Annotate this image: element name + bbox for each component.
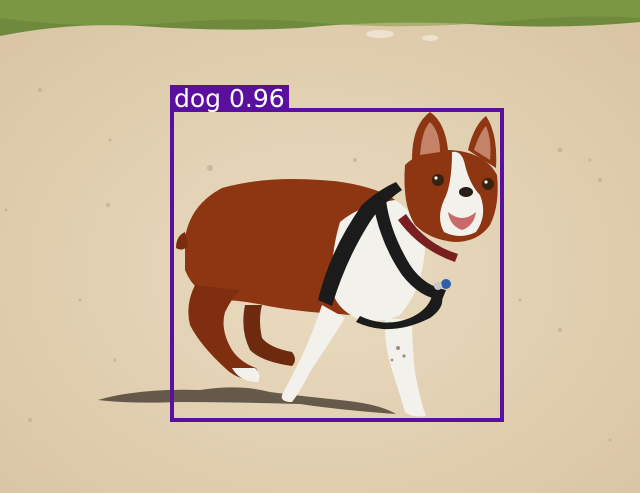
- sand-specks: [4, 88, 612, 442]
- detection-label: dog 0.96: [170, 85, 289, 113]
- detection-box: [170, 108, 504, 422]
- boston-terrier-dog: [176, 112, 498, 417]
